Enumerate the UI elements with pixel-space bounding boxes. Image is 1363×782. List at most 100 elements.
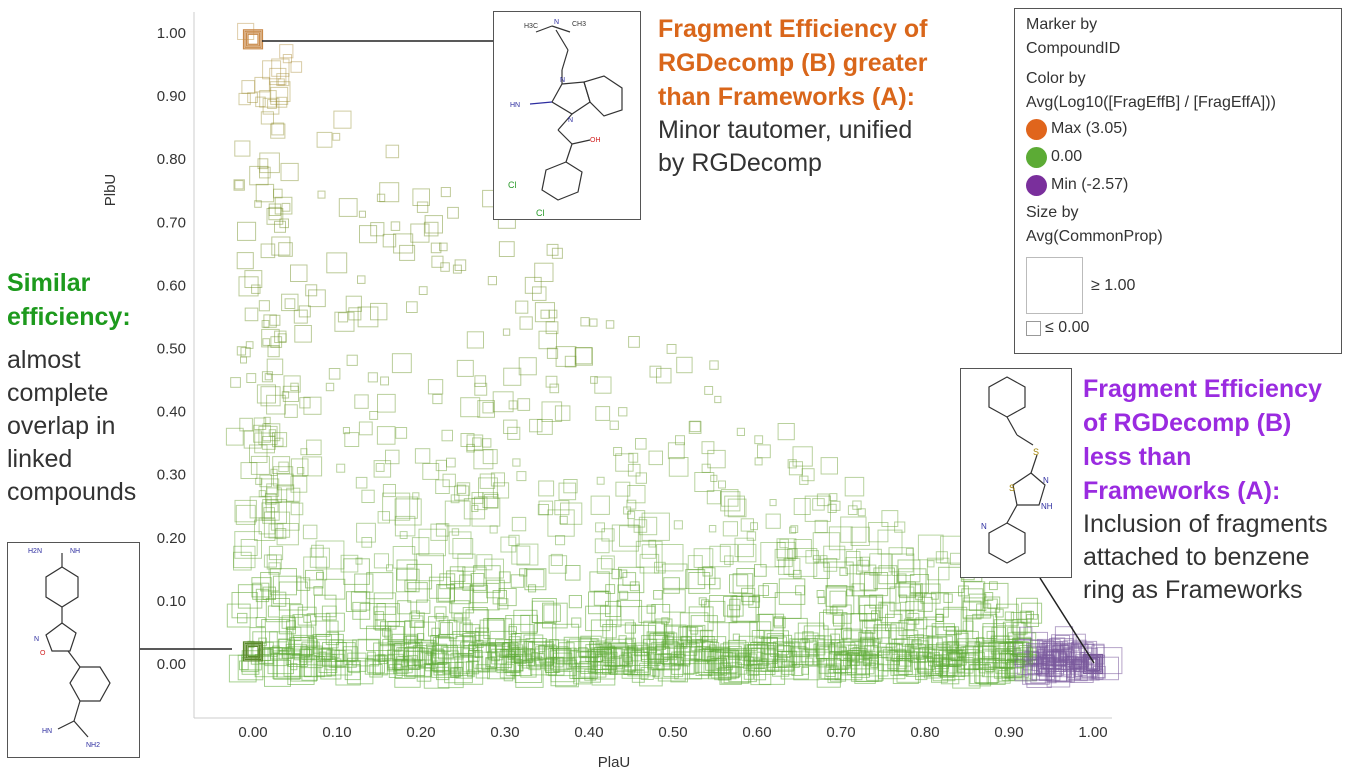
data-point: [286, 487, 301, 502]
data-point: [316, 571, 324, 580]
data-point: [265, 493, 277, 505]
data-point: [320, 647, 334, 661]
data-point: [430, 523, 448, 541]
legend: Marker by CompoundID Color by Avg(Log10(…: [1014, 8, 1342, 354]
data-point: [266, 483, 278, 495]
data-point: [580, 635, 602, 658]
data-point: [380, 376, 390, 386]
data-point: [545, 375, 558, 388]
data-point: [868, 522, 889, 543]
annotation-left-heading: Similar efficiency:: [7, 266, 167, 334]
data-point: [359, 225, 378, 244]
data-point: [757, 444, 771, 459]
data-point: [352, 601, 371, 620]
data-point: [487, 276, 497, 286]
atom-label: Cl: [508, 180, 517, 190]
data-point: [511, 545, 531, 565]
data-point: [274, 437, 284, 447]
data-point: [482, 438, 492, 448]
data-point: [1005, 653, 1032, 680]
data-point: [325, 631, 340, 646]
data-point: [478, 477, 498, 498]
data-point: [963, 581, 986, 603]
data-point: [337, 312, 349, 323]
data-point: [724, 495, 746, 517]
data-point: [345, 295, 362, 312]
data-point: [574, 347, 593, 366]
data-point: [475, 627, 490, 642]
data-point: [952, 660, 981, 689]
y-tick-label: 1.00: [157, 25, 186, 42]
data-point: [820, 457, 838, 475]
data-point: [849, 564, 877, 592]
y-axis-label: PlbU: [102, 174, 119, 207]
data-point: [829, 493, 838, 502]
data-point: [305, 284, 318, 297]
data-point: [263, 416, 271, 424]
data-point: [813, 562, 830, 579]
data-point: [524, 649, 536, 661]
data-point: [367, 372, 378, 383]
annotation-right-body-line: Inclusion of fragments: [1083, 510, 1328, 538]
data-point: [240, 539, 258, 556]
data-point: [589, 571, 610, 592]
data-point: [558, 482, 577, 501]
data-point: [633, 519, 648, 533]
data-point: [369, 664, 383, 678]
data-point: [422, 463, 440, 480]
data-point: [385, 449, 400, 465]
data-point: [482, 449, 498, 465]
data-point: [463, 498, 486, 520]
data-point: [823, 609, 844, 630]
data-point: [435, 612, 445, 622]
data-points: [225, 22, 1123, 689]
data-point: [805, 657, 814, 666]
data-point: [452, 264, 462, 274]
data-point: [332, 132, 341, 141]
data-point: [434, 606, 447, 619]
data-point: [470, 573, 485, 587]
data-point: [448, 531, 472, 555]
data-point: [474, 375, 487, 387]
data-point: [435, 459, 448, 472]
data-point: [255, 617, 266, 628]
molecule-drawing: H2N NH O N HN NH2: [28, 548, 111, 749]
annotation-top-heading-line: RGDecomp (B) greater: [658, 49, 928, 77]
data-point: [498, 241, 515, 257]
atom-label: CH3: [572, 21, 586, 28]
data-point: [817, 596, 826, 605]
data-point: [460, 397, 481, 418]
data-point: [268, 545, 284, 561]
data-point: [333, 110, 352, 129]
data-point: [357, 638, 381, 662]
data-point: [766, 633, 785, 651]
data-point: [354, 394, 369, 409]
data-point: [891, 553, 915, 576]
data-point: [701, 441, 715, 455]
data-point: [588, 591, 611, 615]
data-point: [923, 661, 941, 679]
data-point: [241, 654, 259, 673]
data-point: [676, 356, 693, 374]
data-point: [311, 544, 324, 558]
x-tick-label: 0.30: [490, 724, 519, 741]
data-point: [260, 243, 276, 259]
atom-label: Cl: [536, 208, 545, 218]
data-point: [492, 482, 510, 499]
data-point: [705, 647, 729, 671]
structure-inset-top: H3C N CH3 N HN N OH Cl Cl: [493, 11, 641, 220]
data-point: [754, 435, 764, 445]
data-point: [255, 183, 275, 203]
data-point: [241, 650, 262, 671]
data-point: [605, 320, 615, 329]
data-point: [435, 523, 450, 537]
data-point: [823, 558, 838, 572]
data-point: [471, 634, 490, 653]
data-point: [325, 382, 335, 392]
data-point: [594, 538, 610, 554]
data-point: [278, 461, 289, 473]
data-point: [732, 573, 754, 594]
data-point: [374, 611, 385, 621]
data-point: [994, 608, 1004, 618]
data-point: [812, 555, 821, 563]
